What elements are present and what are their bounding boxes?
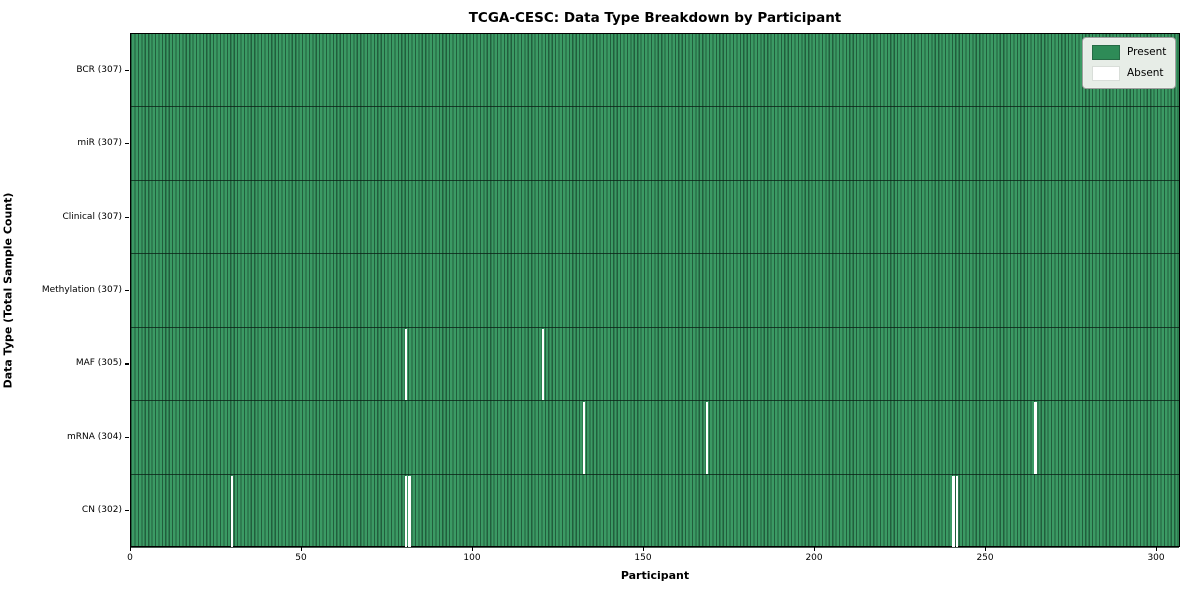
absent-swatch-icon: [1092, 66, 1120, 81]
x-tick-mark: [643, 547, 645, 551]
y-tick-mark: [125, 143, 129, 145]
absent-cell-mRNA-132: [582, 402, 586, 474]
y-tick-label-BCR: BCR (307): [76, 64, 122, 75]
y-tick-label-CN: CN (302): [81, 505, 122, 516]
x-tick-mark: [814, 547, 816, 551]
heatmap-row-CN: [131, 475, 1179, 548]
absent-cell-CN-240: [952, 475, 955, 547]
absent-cell-CN-29: [230, 475, 234, 547]
present-swatch-icon: [1092, 45, 1120, 60]
x-tick-label-150: 150: [634, 553, 652, 563]
heatmap-row-miR: [131, 107, 1179, 181]
y-tick-mark: [125, 510, 129, 512]
x-tick-label-200: 200: [805, 553, 823, 563]
x-tick-label-300: 300: [1147, 553, 1165, 563]
x-tick-mark: [1156, 547, 1158, 551]
heatmap-row-BCR: [131, 34, 1179, 108]
x-tick-mark: [301, 547, 303, 551]
x-tick-mark: [472, 547, 474, 551]
y-tick-mark: [125, 69, 129, 71]
heatmap-row-MAF: [131, 328, 1179, 402]
absent-cell-mRNA-264: [1034, 402, 1037, 474]
x-tick-label-50: 50: [295, 553, 307, 563]
y-tick-mark: [125, 363, 129, 365]
x-tick-mark: [985, 547, 987, 551]
chart-title: TCGA-CESC: Data Type Breakdown by Partic…: [468, 10, 842, 26]
y-tick-label-miR: miR (307): [77, 138, 122, 149]
y-tick-label-mRNA: mRNA (304): [67, 431, 122, 442]
absent-cell-CN-241: [955, 475, 959, 547]
legend-item-present: Present: [1092, 45, 1166, 60]
absent-cell-CN-80: [404, 475, 408, 547]
x-axis-label: Participant: [620, 569, 690, 582]
absent-cell-mRNA-168: [705, 402, 709, 474]
heatmap-row-Methylation: [131, 254, 1179, 328]
y-tick-label-MAF: MAF (305): [75, 358, 122, 369]
legend-label-absent: Absent: [1127, 67, 1164, 80]
absent-cell-CN-81: [408, 475, 411, 547]
absent-cell-MAF-120: [541, 328, 545, 401]
legend-item-absent: Absent: [1092, 66, 1166, 81]
absent-cell-MAF-80: [404, 328, 408, 401]
heatmap-row-mRNA: [131, 401, 1179, 475]
heatmap-row-Clinical: [131, 181, 1179, 255]
x-tick-label-100: 100: [463, 553, 481, 563]
legend: Present Absent: [1082, 37, 1176, 89]
x-tick-label-0: 0: [127, 553, 133, 563]
y-tick-mark: [125, 290, 129, 292]
y-tick-label-Methylation: Methylation (307): [41, 285, 122, 295]
x-tick-mark: [130, 547, 132, 551]
x-tick-label-250: 250: [976, 553, 994, 563]
legend-label-present: Present: [1127, 46, 1167, 59]
plot-area: [130, 33, 1180, 548]
y-tick-mark: [125, 216, 129, 218]
y-tick-mark: [125, 436, 129, 439]
y-tick-label-Clinical: Clinical (307): [62, 211, 122, 222]
